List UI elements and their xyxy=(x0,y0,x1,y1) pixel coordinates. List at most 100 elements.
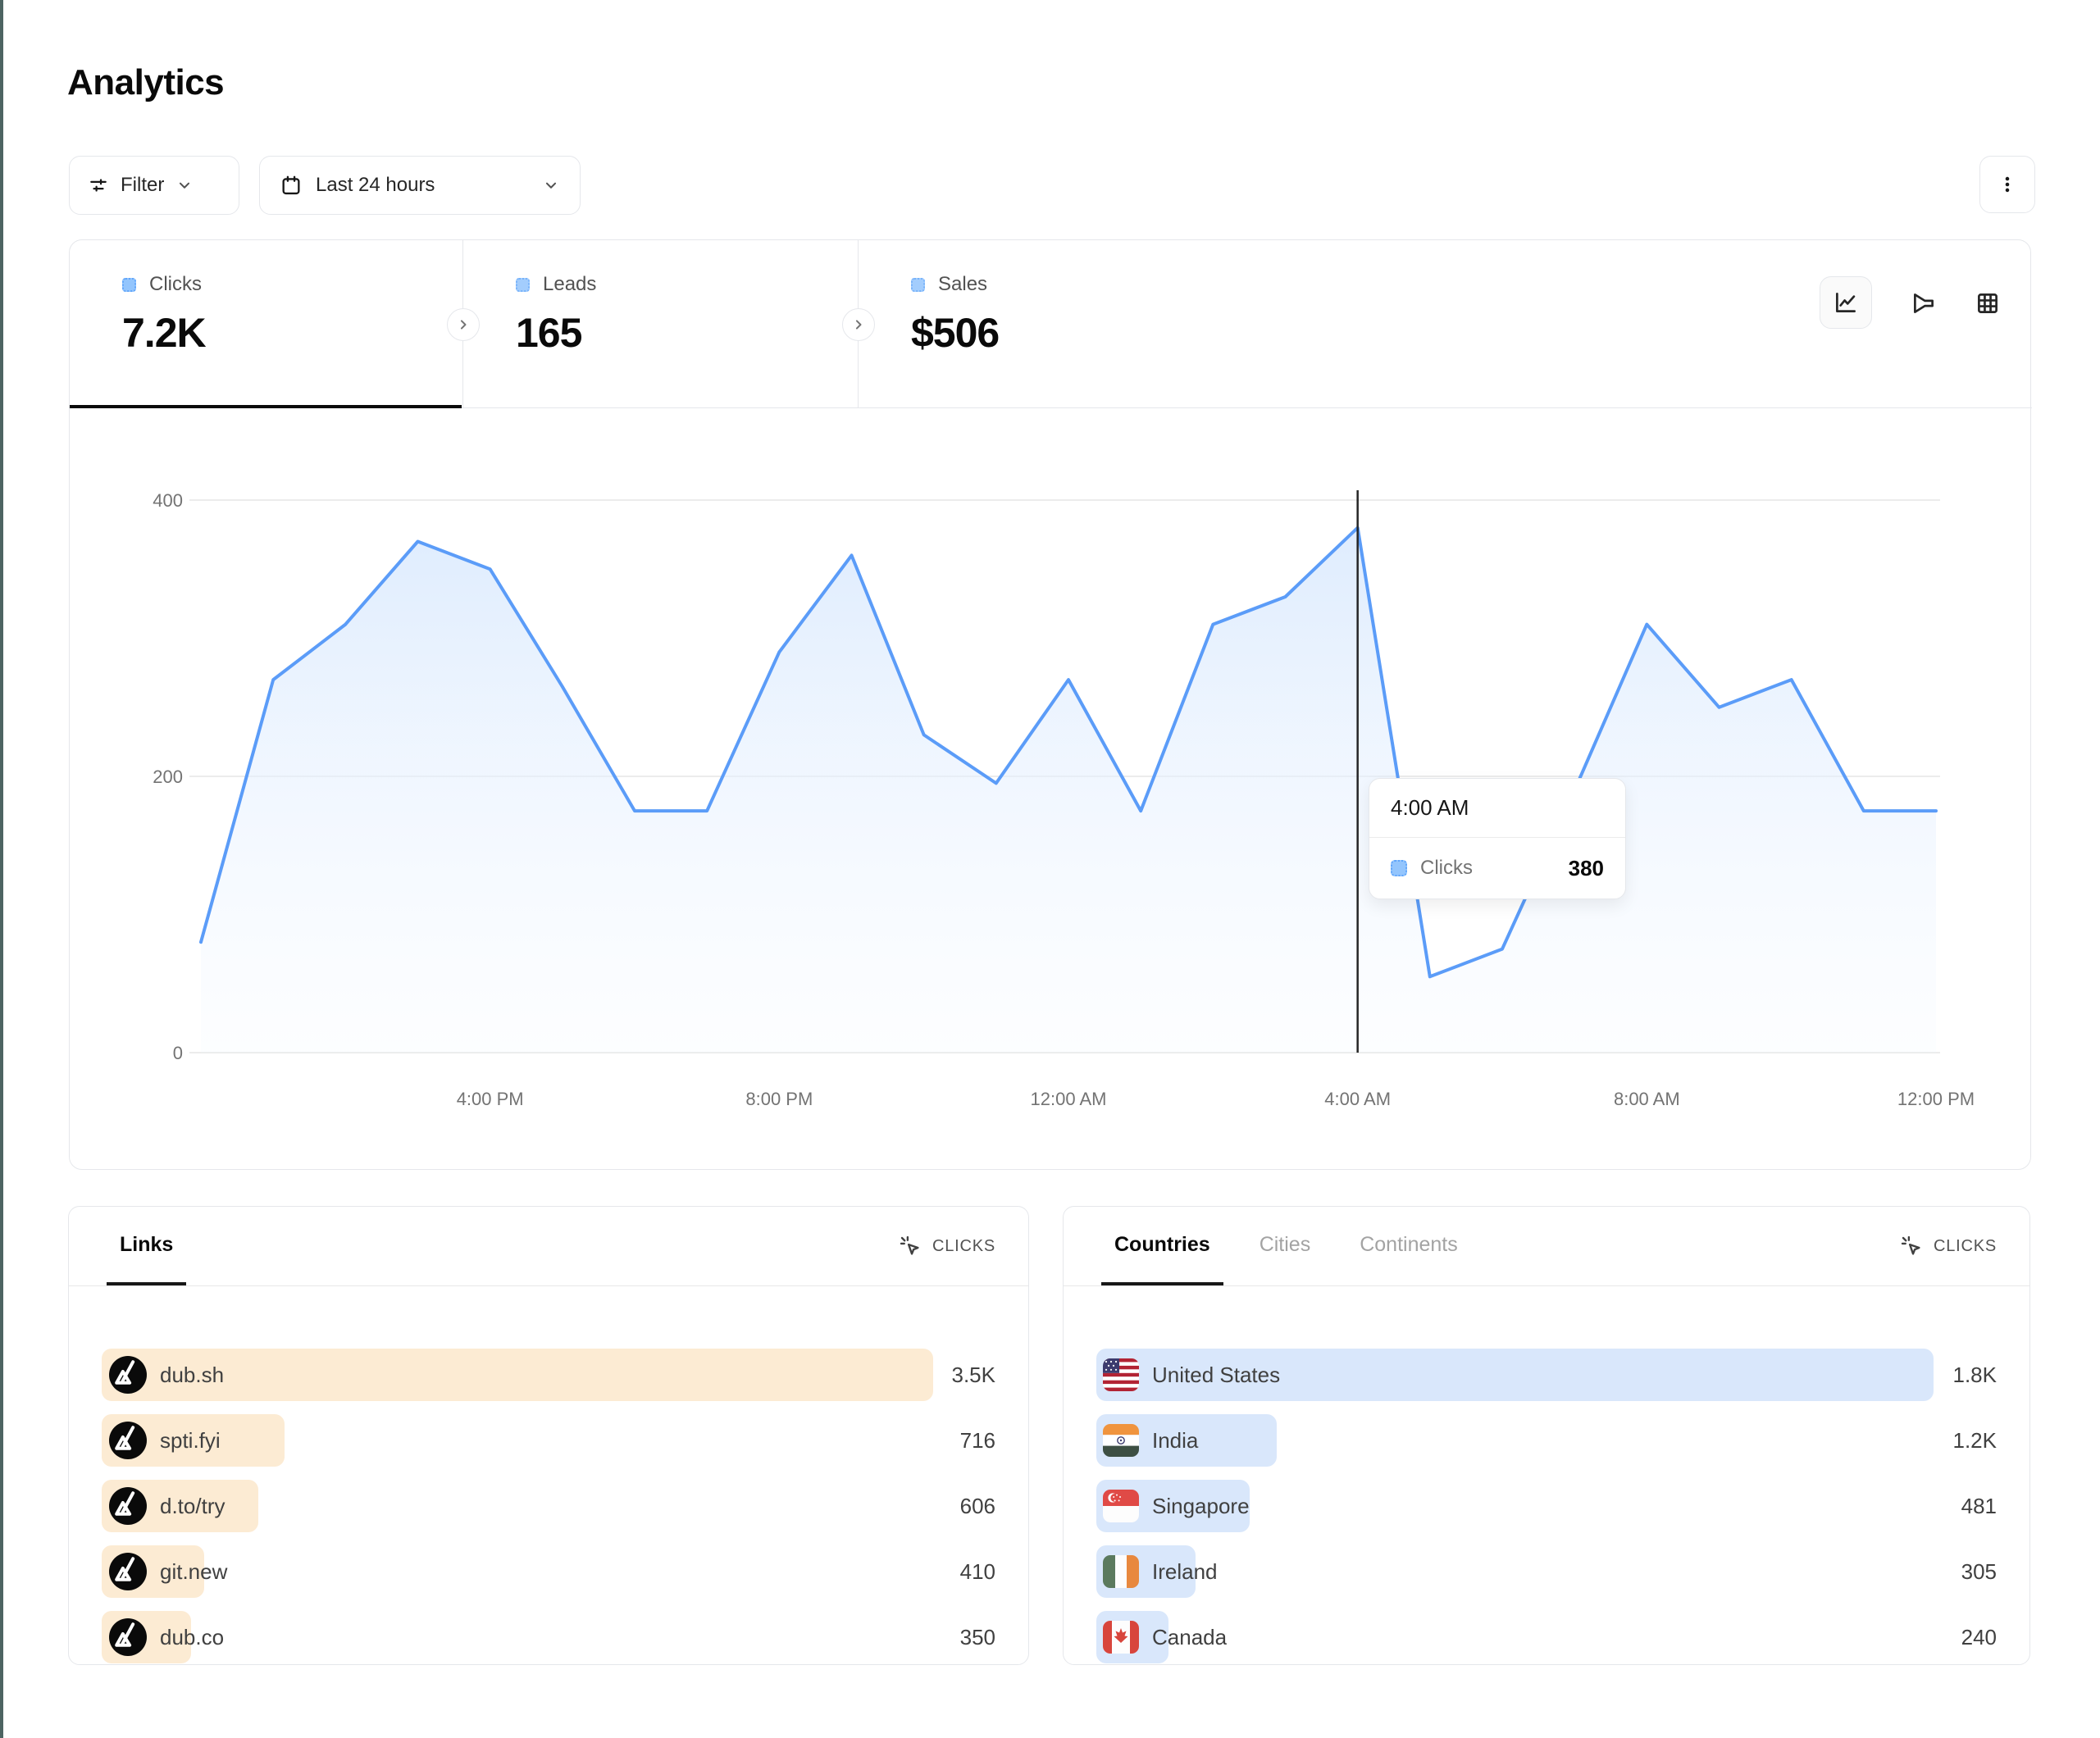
x-axis-tick: 8:00 AM xyxy=(1614,1089,1680,1109)
dub-logo-icon xyxy=(109,1618,147,1656)
link-favicon xyxy=(109,1553,147,1590)
dub-logo-icon xyxy=(109,1422,147,1459)
chart-tooltip: 4:00 AM Clicks 380 xyxy=(1369,778,1626,899)
filter-button[interactable]: Filter xyxy=(69,156,239,215)
list-item[interactable]: United States 1.8K xyxy=(1096,1349,1997,1401)
funnel-view-button[interactable] xyxy=(1905,284,1943,322)
item-value: 1.8K xyxy=(1952,1362,1998,1387)
item-label: Singapore xyxy=(1152,1493,1250,1518)
country-flag-icon xyxy=(1103,1358,1139,1391)
chevron-right-icon xyxy=(460,320,467,330)
clicks-area-chart[interactable]: 0 200 400 4:00 PM 8:00 PM 12:00 AM 4:00 AM 8:00… xyxy=(70,408,2032,1171)
country-flag-icon xyxy=(1103,1555,1139,1588)
value-bar xyxy=(1096,1349,1934,1401)
link-favicon xyxy=(109,1422,147,1459)
item-value: 410 xyxy=(959,1558,995,1584)
tab-links[interactable]: Links xyxy=(107,1207,187,1285)
item-label: United States xyxy=(1152,1362,1281,1387)
dub-logo-icon xyxy=(109,1356,147,1394)
list-item[interactable]: Singapore 481 xyxy=(1096,1480,1997,1532)
dub-logo-icon xyxy=(109,1487,147,1525)
list-item[interactable]: spti.fyi 716 xyxy=(102,1414,995,1467)
links-metric-selector[interactable]: CLICKS xyxy=(898,1234,995,1258)
clicks-swatch-icon xyxy=(122,277,136,292)
link-favicon xyxy=(109,1618,147,1656)
line-chart-view-button[interactable] xyxy=(1820,276,1872,329)
list-item[interactable]: dub.sh 3.5K xyxy=(102,1349,995,1401)
item-label: dub.co xyxy=(160,1624,225,1649)
chart-canvas[interactable]: 0 200 400 4:00 PM 8:00 PM 12:00 AM 4:00 AM 8:00… xyxy=(70,408,2032,1171)
more-options-button[interactable] xyxy=(1979,156,2035,213)
list-item[interactable]: d.to/try 606 xyxy=(102,1480,995,1532)
tab-cities[interactable]: Cities xyxy=(1259,1232,1311,1256)
y-axis-tick: 400 xyxy=(153,490,183,511)
leads-tab-value: 165 xyxy=(516,310,582,356)
item-label: git.new xyxy=(160,1558,228,1584)
countries-metric-label: CLICKS xyxy=(1933,1236,1997,1255)
list-item[interactable]: India 1.2K xyxy=(1096,1414,1997,1467)
x-axis-tick: 12:00 PM xyxy=(1897,1089,1975,1109)
item-label: dub.sh xyxy=(160,1362,225,1387)
metric-tab-row: Clicks 7.2K Leads 165 Sales $506 xyxy=(70,240,2032,408)
link-favicon xyxy=(109,1356,147,1394)
x-axis-tick: 4:00 PM xyxy=(457,1089,524,1109)
chevron-down-icon xyxy=(175,176,194,194)
links-panel: Links CLICKS dub.sh 3.5K spti.fyi 716 d.to/t… xyxy=(68,1206,1029,1665)
tooltip-series-swatch-icon xyxy=(1391,860,1407,876)
expand-leads-button[interactable] xyxy=(842,308,875,341)
item-value: 305 xyxy=(1961,1558,1997,1584)
window-edge-strip xyxy=(0,0,3,1738)
item-value: 716 xyxy=(959,1427,995,1453)
country-flag-icon xyxy=(1103,1490,1139,1522)
item-value: 3.5K xyxy=(951,1362,996,1387)
chevron-right-icon xyxy=(855,320,862,330)
item-value: 606 xyxy=(959,1493,995,1518)
tooltip-value: 380 xyxy=(1568,855,1604,880)
clicks-tab-label: Clicks xyxy=(149,273,202,295)
country-flag-icon xyxy=(1103,1621,1139,1654)
tab-clicks[interactable]: Clicks 7.2K xyxy=(70,240,462,408)
item-value: 350 xyxy=(959,1624,995,1649)
countries-panel-header: Countries Cities Continents CLICKS xyxy=(1064,1207,2029,1286)
list-item[interactable]: git.new 410 xyxy=(102,1545,995,1598)
flag-us-icon xyxy=(1103,1358,1139,1391)
kebab-menu-icon xyxy=(1997,174,2018,195)
item-label: spti.fyi xyxy=(160,1427,221,1453)
tab-sales[interactable]: Sales $506 xyxy=(859,240,1351,408)
tab-countries[interactable]: Countries xyxy=(1101,1207,1223,1285)
item-label: Canada xyxy=(1152,1624,1228,1649)
list-item[interactable]: Ireland 305 xyxy=(1096,1545,1997,1598)
calendar-icon xyxy=(280,174,303,197)
date-range-label: Last 24 hours xyxy=(316,174,435,196)
expand-clicks-button[interactable] xyxy=(447,308,480,341)
item-label: d.to/try xyxy=(160,1493,225,1518)
leads-swatch-icon xyxy=(516,277,530,292)
countries-panel: Countries Cities Continents CLICKS Unite… xyxy=(1063,1206,2030,1665)
funnel-icon xyxy=(1914,293,1934,313)
leads-tab-label: Leads xyxy=(543,273,597,295)
date-range-button[interactable]: Last 24 hours xyxy=(259,156,581,215)
tooltip-series-label: Clicks xyxy=(1420,857,1473,879)
table-view-button[interactable] xyxy=(1969,284,2007,322)
cursor-click-icon xyxy=(1901,1235,1920,1255)
value-bar xyxy=(102,1349,933,1401)
list-item[interactable]: Canada 240 xyxy=(1096,1611,1997,1663)
tab-leads[interactable]: Leads 165 xyxy=(463,240,858,408)
clicks-series-line xyxy=(199,525,1938,979)
line-chart-icon xyxy=(1836,293,1856,312)
filter-button-label: Filter xyxy=(121,174,165,196)
tooltip-time: 4:00 AM xyxy=(1369,779,1625,838)
countries-metric-selector[interactable]: CLICKS xyxy=(1899,1234,1997,1258)
x-axis-tick: 4:00 AM xyxy=(1324,1089,1391,1109)
clicks-tab-value: 7.2K xyxy=(122,310,207,356)
analytics-card: Clicks 7.2K Leads 165 Sales $506 xyxy=(69,239,2032,1171)
y-axis-tick: 0 xyxy=(173,1043,183,1063)
links-metric-label: CLICKS xyxy=(932,1236,995,1255)
tab-continents[interactable]: Continents xyxy=(1360,1232,1458,1256)
page-title: Analytics xyxy=(67,62,225,102)
links-panel-header: Links CLICKS xyxy=(69,1207,1028,1286)
x-axis-tick: 8:00 PM xyxy=(745,1089,813,1109)
list-item[interactable]: dub.co 350 xyxy=(102,1611,995,1663)
tab-row-border xyxy=(70,407,2032,408)
